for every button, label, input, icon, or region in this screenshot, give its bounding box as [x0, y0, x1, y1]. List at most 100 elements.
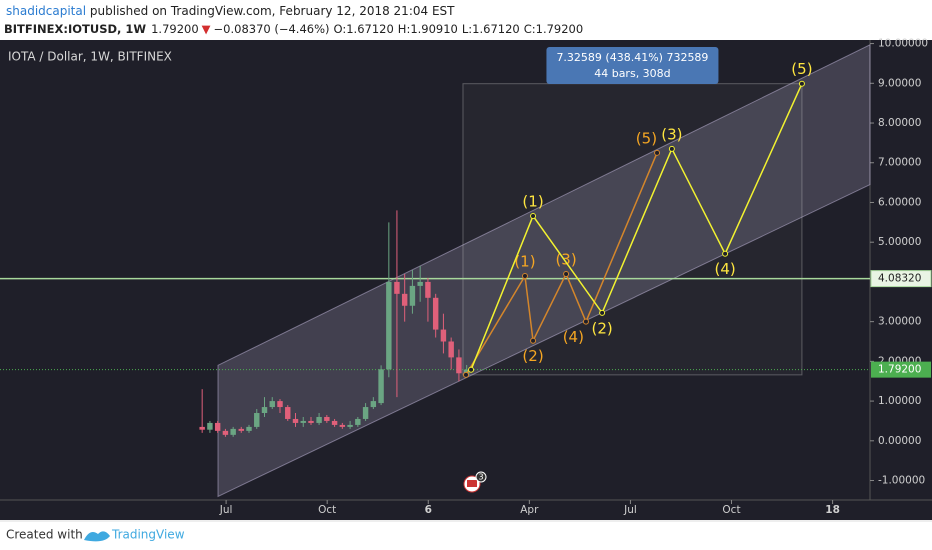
measure-label-bg: [546, 47, 719, 84]
wave-point: [654, 149, 661, 156]
footer-logo: [84, 531, 110, 542]
candle-body: [199, 426, 205, 430]
high: H:1.90910: [398, 22, 458, 36]
footer-brand[interactable]: TradingView: [111, 528, 185, 542]
candle-body: [316, 416, 322, 423]
candle-body: [347, 424, 353, 427]
wave-point: [462, 371, 469, 378]
wave-label: (5): [636, 129, 657, 147]
candle-body: [409, 285, 416, 306]
symbol: BITFINEX:IOTUSD, 1W: [4, 22, 146, 36]
candle-body: [440, 329, 447, 342]
open: O:1.67120: [334, 22, 394, 36]
arrow: ▼: [202, 22, 211, 36]
candle-body: [277, 401, 283, 408]
candle-body: [292, 418, 299, 423]
wave-point: [563, 270, 570, 277]
candle-body: [378, 369, 384, 404]
wave-point: [668, 145, 675, 152]
wave-label: (3): [661, 125, 682, 143]
chart-title: IOTA / Dollar, 1W, BITFINEX: [8, 50, 172, 64]
wave-label: (4): [563, 328, 584, 346]
candle-body: [394, 281, 400, 294]
candle-body: [246, 426, 252, 431]
x-tick-label: Jul: [623, 504, 637, 516]
candle-body: [238, 428, 244, 431]
candle-body: [331, 420, 338, 425]
candle-body: [254, 413, 260, 427]
measure-box: [462, 83, 803, 376]
wave-label: (4): [714, 260, 735, 278]
wave-point: [468, 366, 475, 373]
wave-label: (2): [592, 319, 613, 337]
y-tick-label: -1.00000: [878, 475, 925, 487]
x-tick-label: Apr: [520, 504, 539, 516]
wave-label: (3): [555, 250, 576, 268]
candle-body: [222, 430, 229, 435]
footer-created: Created with: [6, 528, 83, 542]
y-tick-label: 8.00000: [878, 117, 921, 129]
candle-body: [417, 281, 423, 286]
plot: 10.00000 9.00000 8.00000 7.00000 6.00000 5.00…: [0, 38, 932, 516]
event-count-bg: [475, 471, 487, 483]
wave-line: [470, 83, 803, 370]
wave-label: (5): [791, 60, 812, 78]
price-tag: [870, 270, 932, 288]
price-tag-label: 4.08320: [878, 273, 921, 285]
wave-label: (1): [522, 192, 543, 210]
wave-line: [465, 152, 658, 376]
event-flag-icon: [467, 480, 477, 487]
candle-body: [261, 407, 268, 414]
close: C:1.79200: [524, 22, 583, 36]
x-tick-label: Oct: [722, 504, 740, 516]
price: 1.79200: [151, 22, 199, 36]
y-tick-label: 1.00000: [878, 395, 921, 407]
header-line: shadidcapital published on TradingView.c…: [6, 4, 455, 18]
candle-body: [214, 422, 221, 431]
wave-point: [530, 212, 537, 219]
candle-body: [355, 418, 361, 425]
y-tick-label: 10.00000: [878, 38, 928, 50]
candle-body: [362, 407, 369, 419]
candle-body: [324, 416, 330, 421]
quote-line: BITFINEX:IOTUSD, 1W 1.79200 ▼ −0.08370 (−4.…: [4, 22, 583, 36]
measure-label: 44 bars, 308d: [594, 67, 670, 80]
candle-body: [285, 407, 291, 419]
x-tick-label: 6: [425, 504, 432, 516]
candle-body: [432, 297, 439, 330]
y-tick-label: 3.00000: [878, 316, 921, 328]
candle-body: [339, 424, 346, 427]
price-tag: [871, 361, 931, 378]
low: L:1.67120: [462, 22, 520, 36]
wave-point: [722, 250, 729, 257]
wave-point: [530, 337, 537, 344]
candle-body: [425, 281, 431, 298]
candle-body: [230, 428, 236, 435]
candle-body: [207, 422, 213, 430]
y-tick-label: 0.00000: [878, 435, 921, 447]
candle-body: [456, 357, 462, 374]
candle-body: [401, 293, 408, 306]
y-tick-label: 5.00000: [878, 236, 921, 248]
wave-label: (1): [514, 252, 535, 270]
author[interactable]: shadidcapital: [6, 4, 86, 18]
wave-point: [521, 272, 528, 279]
candle-body: [308, 420, 314, 423]
wave-label: (2): [522, 347, 543, 365]
candle-body: [448, 341, 454, 358]
x-tick-label: Oct: [318, 504, 336, 516]
change: −0.08370 (−4.46%): [214, 22, 330, 36]
y-tick-label: 7.00000: [878, 157, 921, 169]
candle-body: [300, 420, 306, 423]
y-tick-label: 6.00000: [878, 196, 921, 208]
candle-body: [269, 401, 275, 408]
wave-point: [582, 318, 589, 325]
wave-point: [798, 80, 805, 87]
chart-bg: [0, 40, 932, 520]
wave-point: [599, 309, 606, 316]
x-tick-label: Jul: [219, 504, 233, 516]
published: published on TradingView.com, February 1…: [86, 4, 455, 18]
candle-body: [386, 281, 392, 370]
price-tag-label: 1.79200: [878, 364, 921, 376]
